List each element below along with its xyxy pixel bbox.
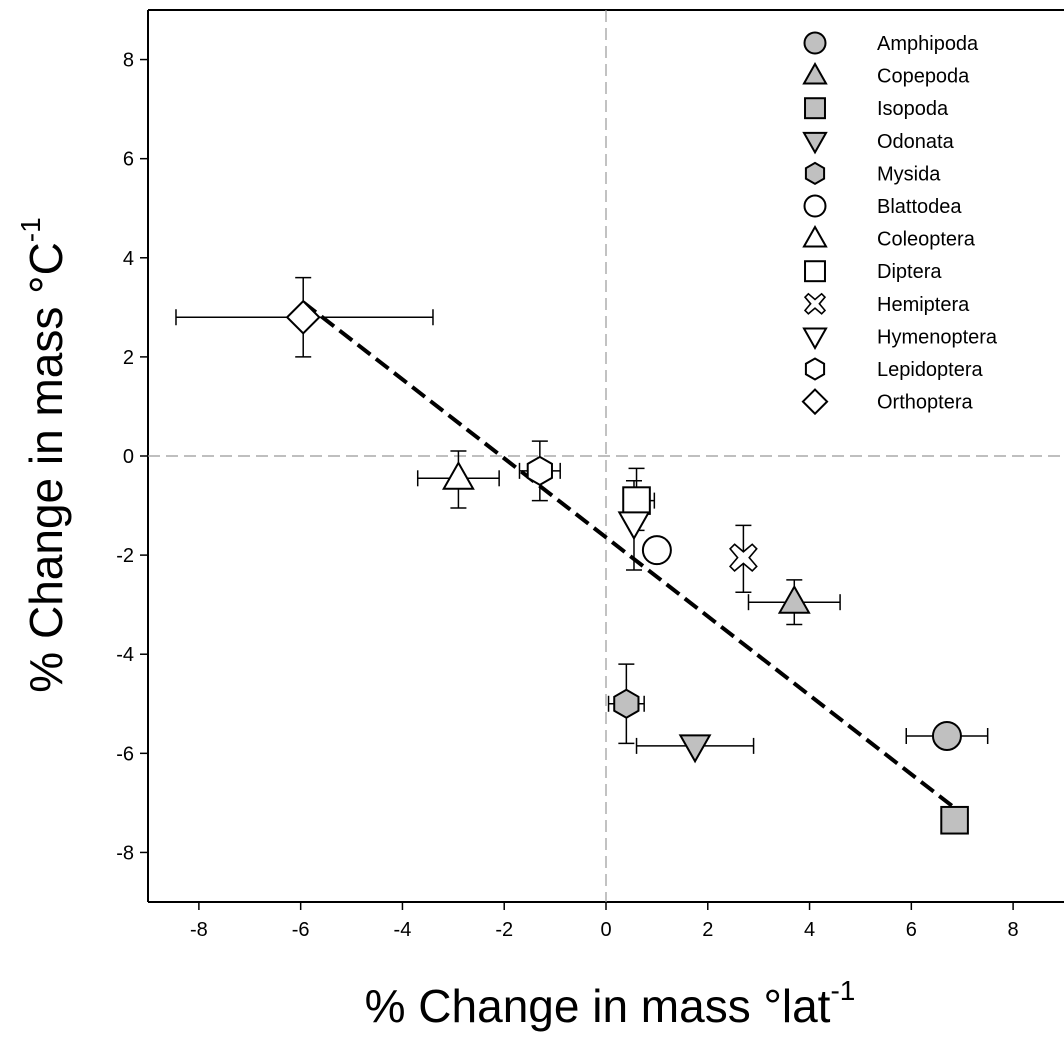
point-hemiptera [729,543,758,572]
point-isopoda [940,805,969,835]
point-lepidoptera [526,455,553,487]
legend-marker-isopoda [804,97,826,120]
y-tick-label: 4 [123,248,134,270]
error-bars-layer [175,276,989,754]
legend-marker-blattodea [803,194,827,218]
point-amphipoda [931,720,962,751]
x-tick-label: -2 [495,919,513,941]
legend-marker-lepidoptera [804,357,826,381]
y-tick-label: 0 [123,446,134,468]
legend-label-coleoptera: Coleoptera [877,229,976,251]
regression-line [301,300,956,810]
x-axis-title: % Change in mass °lat-1 [365,975,856,1032]
x-tick-label: -6 [292,919,310,941]
x-axis-title-superscript: -1 [830,975,855,1006]
point-coleoptera [442,460,475,490]
point-mysida [613,688,640,719]
legend-marker-hymenoptera [802,327,828,350]
x-tick-label: 2 [702,919,713,941]
legend-label-amphipoda: Amphipoda [877,33,979,55]
legend-marker-odonata [802,131,828,155]
points-layer [285,299,969,835]
y-axis-title-text: % Change in mass °C [20,242,72,692]
x-tick-label: 8 [1008,919,1019,941]
point-odonata [678,734,712,764]
legend-label-odonata: Odonata [877,131,955,153]
legend-marker-orthoptera [801,388,829,416]
y-axis-title-superscript: -1 [15,217,46,242]
legend-label-isopoda: Isopoda [877,98,949,120]
point-hymenoptera [617,511,651,541]
y-tick-label: -8 [116,842,134,864]
legend-label-blattodea: Blattodea [877,196,962,218]
legend-marker-hemiptera [803,292,827,315]
y-tick-label: 8 [123,50,134,72]
legend-label-mysida: Mysida [877,163,941,185]
legend-label-hymenoptera: Hymenoptera [877,326,998,348]
reference-lines-layer [148,10,1064,902]
legend: Amphipoda Copepoda Isopoda Odonata Mysida Bla… [801,31,998,416]
y-axis-title: % Change in mass °C-1 [15,217,72,692]
point-diptera [622,486,651,515]
y-tick-label: -4 [116,644,134,666]
x-tick-label: 0 [600,919,611,941]
legend-label-lepidoptera: Lepidoptera [877,359,984,381]
point-blattodea [641,535,672,566]
point-copepoda [777,584,811,614]
point-orthoptera [285,299,321,335]
y-tick-label: 6 [123,149,134,171]
y-tick-label: 2 [123,347,134,369]
regression-layer [301,300,956,810]
legend-label-diptera: Diptera [877,261,942,283]
y-tick-label: -6 [116,743,134,765]
legend-label-hemiptera: Hemiptera [877,294,970,316]
legend-marker-coleoptera [802,225,828,248]
x-tick-label: -8 [190,919,208,941]
legend-marker-amphipoda [803,31,827,55]
legend-marker-diptera [804,260,826,283]
x-tick-label: 4 [804,919,815,941]
y-tick-label: -2 [116,545,134,567]
legend-marker-mysida [804,161,826,186]
x-axis-title-text: % Change in mass °lat [365,980,831,1032]
legend-label-orthoptera: Orthoptera [877,392,973,414]
axes-layer: -8 -6 -4 -2 0 2 4 6 8 -8 -6 -4 -2 0 2 4 6 8 [116,9,1064,941]
legend-marker-copepoda [802,62,828,85]
legend-label-copepoda: Copepoda [877,66,970,88]
x-tick-label: 6 [906,919,917,941]
x-tick-label: -4 [394,919,412,941]
